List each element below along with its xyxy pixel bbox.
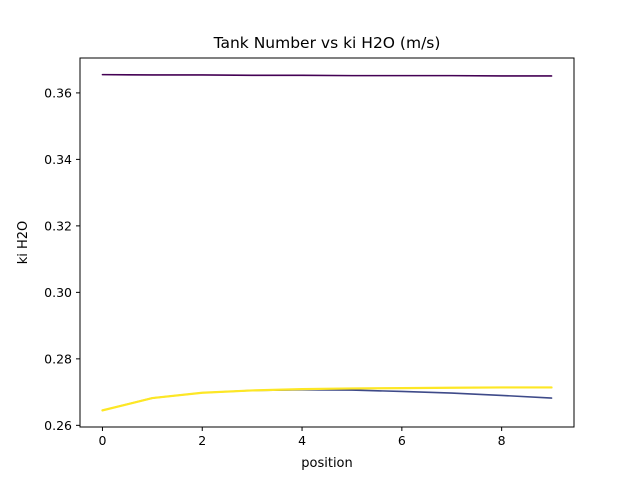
plot-frame: [79, 57, 575, 428]
series-line-1: [101, 73, 553, 77]
x-tick-label: 2: [198, 433, 206, 448]
x-axis-label: position: [301, 456, 353, 471]
chart-title: Tank Number vs ki H2O (m/s): [213, 34, 441, 52]
ticks-layer: 0 2 4 6 8 0.26 0.28 0.30 0.32 0.34 0.36: [44, 85, 506, 448]
y-tick-label: 0.34: [44, 152, 72, 167]
y-tick-label: 0.32: [44, 218, 72, 233]
y-tick-label: 0.30: [44, 285, 72, 300]
y-axis-label: ki H2O: [16, 221, 31, 265]
x-tick-label: 6: [398, 433, 406, 448]
y-tick-label: 0.26: [44, 418, 72, 433]
y-tick-label: 0.36: [44, 85, 72, 100]
series-layer: [101, 73, 553, 412]
x-tick-label: 0: [98, 433, 106, 448]
x-tick-label: 8: [498, 433, 506, 448]
x-tick-label: 4: [298, 433, 306, 448]
plot-area: [80, 58, 574, 427]
y-tick-label: 0.28: [44, 351, 72, 366]
series-line-3: [101, 386, 553, 412]
